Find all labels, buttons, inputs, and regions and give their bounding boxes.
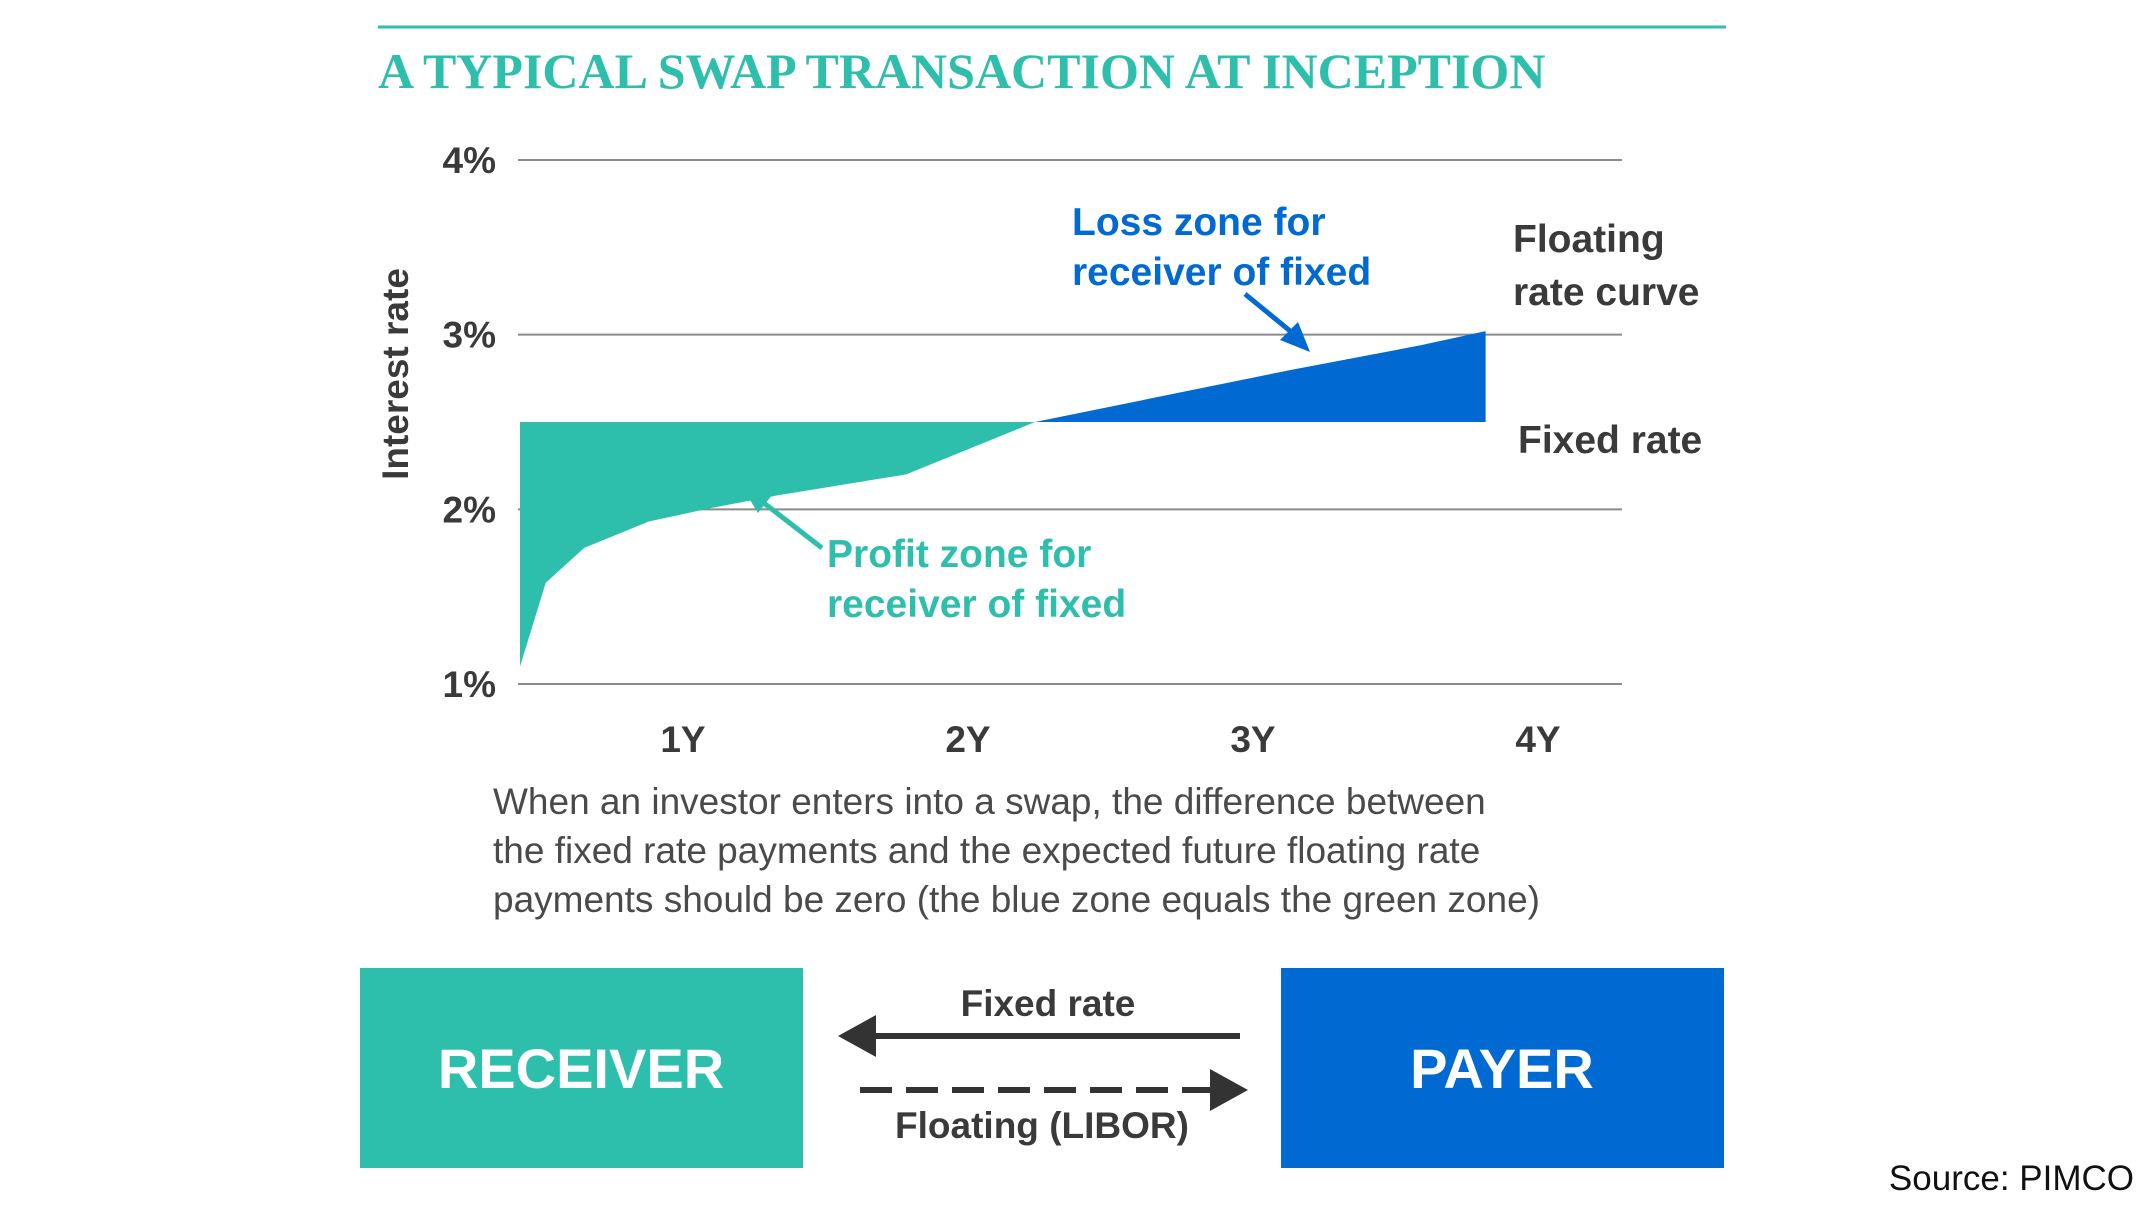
x-tick-labels: 1Y 2Y 3Y 4Y xyxy=(660,719,1561,760)
floating-label-line-2: rate curve xyxy=(1513,271,1699,314)
profit-zone-area xyxy=(520,422,1035,667)
y-tick-labels: 1% 2% 3% 4% xyxy=(443,140,496,705)
fixed-flow-label: Fixed rate xyxy=(961,983,1136,1024)
receiver-label: RECEIVER xyxy=(438,1037,724,1100)
profit-zone-label-line-2: receiver of fixed xyxy=(827,583,1126,626)
floating-label-line-1: Floating xyxy=(1513,218,1665,261)
fixed-flow-arrowhead xyxy=(838,1015,876,1057)
y-tick-label: 1% xyxy=(443,664,496,705)
y-tick-label: 2% xyxy=(443,489,496,530)
receiver-box xyxy=(360,968,803,1168)
chart-title: A TYPICAL SWAP TRANSACTION AT INCEPTION xyxy=(378,43,1545,99)
y-axis-label: Interest rate xyxy=(375,268,416,480)
caption-line-3: payments should be zero (the blue zone e… xyxy=(493,879,1540,920)
profit-zone-pointer-head xyxy=(742,487,772,513)
floating-rate-curve-label: Floating rate curve xyxy=(1513,218,1699,314)
loss-zone-pointer xyxy=(1243,292,1297,337)
loss-zone-label-line-1: Loss zone for xyxy=(1072,201,1326,244)
caption: When an investor enters into a swap, the… xyxy=(493,781,1540,920)
loss-zone-area xyxy=(1035,331,1486,422)
profit-zone-label-line-1: Profit zone for xyxy=(827,533,1091,576)
loss-zone-pointer-head xyxy=(1280,322,1310,352)
payer-label: PAYER xyxy=(1410,1037,1594,1100)
source-note: Source: PIMCO xyxy=(1889,1159,2134,1198)
y-tick-label: 4% xyxy=(443,140,496,181)
x-tick-label: 1Y xyxy=(660,719,706,760)
profit-zone-label: Profit zone for receiver of fixed xyxy=(827,533,1126,626)
loss-zone-label-line-2: receiver of fixed xyxy=(1072,251,1371,294)
floating-flow-arrowhead xyxy=(1210,1069,1248,1111)
loss-zone-label: Loss zone for receiver of fixed xyxy=(1072,201,1371,294)
x-tick-label: 3Y xyxy=(1230,719,1276,760)
x-tick-label: 2Y xyxy=(945,719,991,760)
y-tick-label: 3% xyxy=(443,315,496,356)
floating-flow-label: Floating (LIBOR) xyxy=(895,1105,1189,1146)
caption-line-2: the fixed rate payments and the expected… xyxy=(493,830,1480,871)
fixed-rate-label: Fixed rate xyxy=(1518,419,1702,462)
payer-box xyxy=(1281,968,1724,1168)
profit-zone-pointer xyxy=(758,498,824,550)
caption-line-1: When an investor enters into a swap, the… xyxy=(493,781,1486,822)
x-tick-label: 4Y xyxy=(1515,719,1561,760)
